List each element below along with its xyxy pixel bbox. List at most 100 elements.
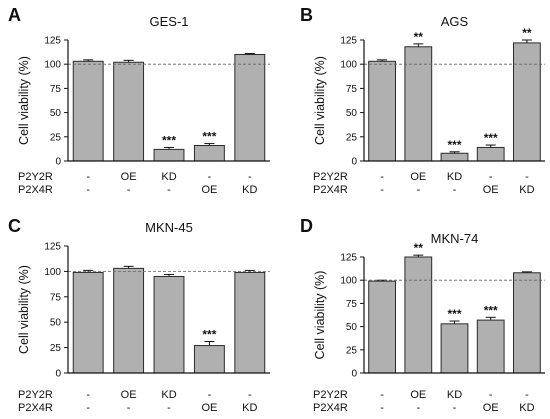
condition-label: OE <box>201 402 217 414</box>
row-label: P2X4R <box>18 402 53 414</box>
bar <box>440 152 469 162</box>
bar <box>513 42 541 162</box>
condition-label: - <box>167 402 171 414</box>
significance-label: ** <box>522 26 532 40</box>
panel-letter: D <box>300 216 313 236</box>
panel-a: A GES-1 Cell viability (%) *** *** 0 25 50 75 100… <box>8 5 270 196</box>
chart-title: GES-1 <box>149 14 188 29</box>
y-tick-label: 75 <box>50 292 62 303</box>
bar <box>234 271 266 374</box>
y-tick-label: 0 <box>55 369 61 380</box>
y-tick-label: 0 <box>351 157 357 168</box>
significance-label: *** <box>484 303 498 317</box>
chart-title: MKN-45 <box>145 220 193 235</box>
condition-label: - <box>208 389 212 401</box>
bar <box>513 272 541 374</box>
condition-label: - <box>248 171 252 183</box>
y-tick-label: 25 <box>50 343 62 354</box>
row-label: P2Y2R <box>18 171 53 183</box>
bar <box>72 271 104 374</box>
row-label: P2X4R <box>313 402 348 414</box>
y-axis-title: Cell viability (%) <box>313 271 327 360</box>
y-tick-label: 125 <box>340 253 357 264</box>
condition-label: - <box>380 171 384 183</box>
y-tick-label: 50 <box>50 318 62 329</box>
condition-label: - <box>86 402 90 414</box>
significance-label: ** <box>414 241 424 255</box>
y-tick-label: 100 <box>340 60 357 71</box>
condition-label: - <box>86 389 90 401</box>
condition-label: KD <box>161 171 176 183</box>
y-tick-label: 125 <box>44 242 61 253</box>
condition-label: KD <box>519 184 534 196</box>
y-tick-label: 25 <box>50 132 62 143</box>
y-tick-label: 0 <box>351 369 357 380</box>
condition-label: OE <box>483 184 499 196</box>
chart-title: MKN-74 <box>431 231 479 246</box>
condition-label: - <box>208 171 212 183</box>
row-label: P2Y2R <box>313 389 348 401</box>
significance-label: *** <box>484 131 498 145</box>
bar <box>113 267 145 374</box>
row-label: P2X4R <box>313 184 348 196</box>
bar <box>404 46 433 162</box>
condition-label: KD <box>242 184 257 196</box>
bar <box>404 256 433 374</box>
condition-label: KD <box>242 402 257 414</box>
bar <box>153 148 185 162</box>
panel-c: C MKN-45 Cell viability (%) *** 0 25 50 75 100 12… <box>8 216 270 414</box>
significance-label: *** <box>447 307 461 321</box>
condition-label: KD <box>161 389 176 401</box>
condition-label: OE <box>201 184 217 196</box>
y-tick-label: 100 <box>44 267 61 278</box>
y-tick-label: 50 <box>346 108 358 119</box>
bar <box>193 345 225 374</box>
y-axis-title: Cell viability (%) <box>17 265 31 354</box>
significance-label: *** <box>202 328 216 342</box>
condition-label: - <box>525 171 529 183</box>
condition-label: - <box>489 389 493 401</box>
condition-label: OE <box>483 402 499 414</box>
y-axis-title: Cell viability (%) <box>313 56 327 145</box>
significance-label: *** <box>447 138 461 152</box>
y-tick-label: 100 <box>44 60 61 71</box>
y-axis-title: Cell viability (%) <box>17 56 31 145</box>
condition-label: OE <box>410 389 426 401</box>
condition-label: - <box>167 184 171 196</box>
condition-label: - <box>127 184 131 196</box>
y-tick-label: 125 <box>340 36 357 47</box>
y-tick-label: 75 <box>346 299 358 310</box>
condition-label: - <box>86 171 90 183</box>
condition-label: KD <box>519 402 534 414</box>
y-tick-label: 100 <box>340 276 357 287</box>
row-label: P2X4R <box>18 184 53 196</box>
condition-label: - <box>453 402 457 414</box>
chart-title: AGS <box>441 14 469 29</box>
bar <box>476 319 505 374</box>
condition-label: KD <box>447 389 462 401</box>
condition-label: OE <box>121 171 137 183</box>
y-tick-label: 75 <box>50 84 62 95</box>
bar <box>72 60 104 162</box>
significance-label: *** <box>202 130 216 144</box>
condition-label: - <box>380 389 384 401</box>
y-tick-label: 25 <box>346 345 358 356</box>
condition-label: - <box>380 402 384 414</box>
y-tick-label: 125 <box>44 36 61 47</box>
condition-label: - <box>489 171 493 183</box>
panel-letter: C <box>8 216 21 236</box>
bar <box>368 280 396 374</box>
y-tick-label: 25 <box>346 132 358 143</box>
bar <box>113 61 145 162</box>
panel-letter: B <box>300 5 313 25</box>
condition-label: - <box>525 389 529 401</box>
condition-label: OE <box>410 171 426 183</box>
significance-label: ** <box>414 30 424 44</box>
condition-label: OE <box>121 389 137 401</box>
y-tick-label: 75 <box>346 84 358 95</box>
condition-label: - <box>416 402 420 414</box>
panel-letter: A <box>8 5 21 25</box>
y-tick-label: 0 <box>55 157 61 168</box>
